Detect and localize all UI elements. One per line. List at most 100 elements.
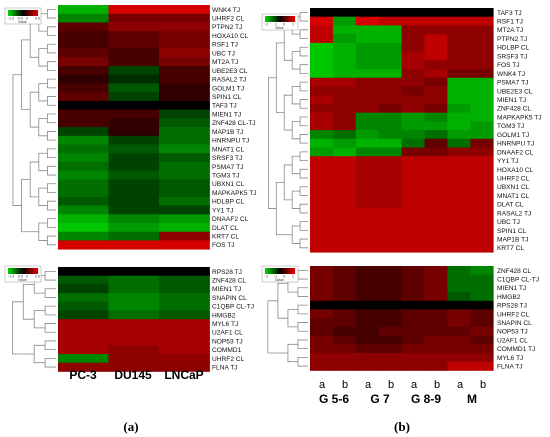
b-top-cell	[310, 51, 334, 61]
b-bottom-cell	[310, 353, 334, 363]
b-bottom-cell	[447, 335, 471, 345]
a-top-cell	[58, 5, 109, 15]
b-bottom-key-tick: -1	[274, 275, 277, 279]
b-top-cell	[447, 77, 471, 87]
b-top-cell	[470, 69, 494, 79]
b-top-cell	[424, 112, 448, 122]
b-top-cell	[355, 147, 380, 157]
b-bottom-cell	[447, 292, 471, 302]
a-bottom-row-label: MYL6 TJ	[212, 321, 238, 328]
b-top-row-label: DLAT CL	[497, 202, 524, 209]
a-bottom-key-swatch	[25, 268, 29, 274]
b-top-cell	[401, 156, 425, 166]
b-top-cell	[447, 173, 471, 183]
a-top-cell	[58, 231, 109, 241]
a-top-cell	[58, 66, 109, 76]
b-top-cell	[401, 191, 425, 201]
b-bottom-row-label: SNAPIN CL	[497, 320, 532, 327]
a-bottom-cell	[159, 267, 210, 277]
b-bottom-cell	[401, 300, 425, 310]
b-bottom-cell	[424, 344, 448, 354]
b-top-cell	[378, 8, 402, 18]
a-top-cell	[58, 31, 109, 41]
b-bottom-cell	[401, 326, 425, 336]
b-bottom-cell	[332, 266, 357, 276]
b-bottom-cell	[332, 344, 357, 354]
b-top-cell	[424, 164, 448, 175]
a-bottom-dendro-link	[44, 270, 56, 281]
b-top-cell	[401, 234, 425, 244]
b-top-row-label: DNAAF2 CL	[497, 149, 534, 156]
a-bottom-row-label: RPS28 TJ	[212, 269, 242, 276]
b-top-cell	[310, 25, 334, 35]
a-top-cell	[159, 205, 210, 215]
a-top-key-swatch	[28, 10, 31, 16]
b-top-cell	[401, 164, 425, 175]
b-top-cell	[447, 95, 471, 105]
b-top-cell	[332, 243, 357, 253]
b-top-cell	[310, 130, 334, 140]
b-bottom-cell	[470, 353, 494, 363]
a-top-key-swatch	[8, 10, 11, 16]
b-top-key-swatch	[290, 16, 293, 22]
b-top-key-tick: 1	[292, 23, 294, 27]
b-top-cell	[378, 138, 402, 148]
a-top-row-label: SRSF3 TJ	[212, 155, 242, 162]
a-top-cell	[159, 214, 210, 224]
b-top-cell	[424, 77, 448, 87]
a-top-cell	[159, 188, 210, 198]
b-top-cell	[447, 191, 471, 201]
b-top-cell	[310, 121, 334, 131]
b-top-color-key: -2 -1 0 1 Value	[261, 13, 299, 31]
a-bottom-color-key: -1.0 -0.5 0 0.5 Value	[4, 265, 42, 283]
sub-label-4: b	[388, 379, 394, 391]
a-top-dendro-link	[38, 187, 48, 206]
b-bottom-cell	[470, 344, 494, 354]
b-top-row-label: UBE2E3 CL	[497, 88, 533, 95]
b-top-cell	[401, 69, 425, 79]
a-top-cell	[159, 100, 210, 111]
b-top-cell	[355, 34, 380, 44]
b-top-cell	[470, 234, 494, 244]
a-bottom-key-swatch	[13, 268, 16, 274]
b-top-cell	[424, 103, 448, 114]
a-top-cell	[58, 92, 109, 102]
b-top-cell	[332, 51, 357, 61]
b-bottom-cell	[310, 326, 334, 336]
b-top-cell	[447, 16, 471, 26]
b-top-cell	[310, 217, 334, 227]
b-top-row-label: KRT7 CL	[497, 245, 524, 252]
b-bottom-row-label: RPS28 TJ	[497, 303, 527, 310]
b-top-cell	[470, 42, 494, 52]
b-bottom-key-swatch	[270, 268, 273, 274]
a-top-cell	[159, 57, 210, 67]
b-bottom-cell	[355, 274, 380, 284]
b-top-cell	[424, 138, 448, 148]
a-bottom-cell	[159, 345, 210, 355]
b-top-cell	[447, 156, 471, 166]
b-bottom-cell	[401, 335, 425, 345]
b-top-row-label: PTPN2 TJ	[497, 36, 527, 43]
b-bottom-cell	[355, 283, 380, 293]
b-top-cell	[310, 138, 334, 148]
b-top-cell	[332, 173, 357, 183]
b-bottom-dendro-link	[267, 300, 278, 354]
b-top-cell	[470, 60, 494, 70]
a-bottom-cell	[108, 336, 160, 346]
group-label-m: M	[467, 392, 477, 406]
b-top-cell	[332, 121, 357, 131]
b-bottom-row-label: ZNF428 CL	[497, 268, 531, 275]
b-bottom-key-tick: 1	[292, 275, 294, 279]
a-bottom-cell	[108, 301, 160, 311]
b-top-cell	[332, 199, 357, 209]
b-top-key-tick: -1	[274, 23, 277, 27]
b-top-cell	[355, 60, 380, 70]
a-bottom-key-label: Value	[18, 278, 27, 282]
a-bottom-row-label: C1QBP CL-TJ	[212, 304, 254, 311]
b-top-cell	[424, 95, 448, 105]
b-top-cell	[424, 25, 448, 35]
a-top-cell	[58, 205, 109, 215]
b-top-cell	[424, 234, 448, 244]
b-top-cell	[310, 164, 334, 175]
